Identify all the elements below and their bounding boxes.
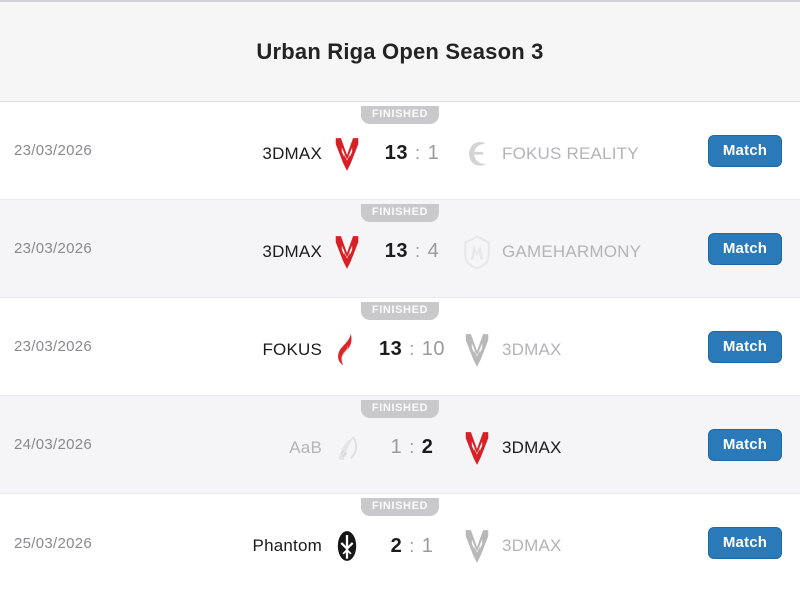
home-team-name: AaB [289, 437, 322, 457]
status-badge: FINISHED [360, 498, 440, 516]
match-date: 23/03/2026 [14, 338, 93, 355]
table-row[interactable]: FINISHED 24/03/2026 AaB 1:2 3DMAX Match [0, 396, 800, 494]
fokus-reality-logo [460, 134, 494, 174]
match-teams-and-score: FOKUS 13:10 3DMAX [164, 324, 690, 370]
table-row[interactable]: FINISHED 23/03/2026 FOKUS 13:10 3DMAX Match [0, 298, 800, 396]
home-team[interactable]: 3DMAX [164, 232, 364, 272]
3dmax-logo [330, 232, 364, 272]
away-team[interactable]: 3DMAX [460, 330, 690, 370]
home-team[interactable]: AaB [164, 428, 364, 468]
away-team[interactable]: FOKUS REALITY [460, 134, 690, 174]
fokus-logo [330, 330, 364, 370]
away-team-name: GAMEHARMONY [502, 241, 642, 261]
table-row[interactable]: FINISHED 23/03/2026 3DMAX 13:1 FOKUS REALITY… [0, 102, 800, 200]
home-team[interactable]: FOKUS [164, 330, 364, 370]
away-team-name: 3DMAX [502, 437, 562, 457]
table-row[interactable]: FINISHED 25/03/2026 Phantom 2:1 3DMAX Match [0, 494, 800, 592]
tournament-header: Urban Riga Open Season 3 [0, 2, 800, 102]
phantom-logo [330, 526, 364, 566]
page-title: Urban Riga Open Season 3 [256, 38, 544, 64]
match-date: 24/03/2026 [14, 436, 93, 453]
match-teams-and-score: 3DMAX 13:1 FOKUS REALITY [164, 128, 690, 174]
away-team[interactable]: 3DMAX [460, 526, 690, 566]
home-score: 13 [384, 142, 409, 164]
score-separator: : [409, 437, 415, 457]
score-separator: : [415, 241, 421, 261]
home-team-name: FOKUS [262, 339, 322, 359]
match-score: 13:4 [364, 240, 460, 263]
match-score: 2:1 [364, 535, 460, 558]
match-teams-and-score: 3DMAX 13:4 GAMEHARMONY [164, 226, 690, 272]
away-team-name: 3DMAX [502, 339, 562, 359]
away-score: 10 [421, 338, 445, 360]
away-score: 4 [427, 240, 440, 262]
match-action-cell: Match [690, 428, 800, 461]
away-team[interactable]: 3DMAX [460, 428, 690, 468]
match-score: 1:2 [364, 436, 460, 459]
home-team-name: 3DMAX [262, 241, 322, 261]
match-date: 23/03/2026 [14, 142, 93, 159]
match-score: 13:10 [364, 338, 460, 361]
score-separator: : [409, 535, 415, 556]
home-team[interactable]: 3DMAX [164, 134, 364, 174]
table-row[interactable]: FINISHED 23/03/2026 3DMAX 13:4 GAMEHARMONY Ma… [0, 200, 800, 298]
home-score: 1 [390, 436, 403, 458]
3dmax-logo [460, 330, 494, 370]
score-separator: : [409, 339, 415, 359]
3dmax-logo [330, 134, 364, 174]
score-separator: : [415, 143, 421, 163]
aab-logo [330, 428, 364, 468]
status-badge: FINISHED [360, 204, 440, 222]
match-date: 25/03/2026 [14, 534, 93, 552]
match-button[interactable]: Match [707, 134, 783, 167]
match-button[interactable]: Match [707, 232, 783, 265]
match-action-cell: Match [690, 330, 800, 363]
home-team-name: Phantom [252, 536, 322, 555]
match-date: 23/03/2026 [14, 240, 93, 257]
home-score: 13 [384, 240, 409, 262]
match-teams-and-score: Phantom 2:1 3DMAX [164, 520, 690, 566]
match-button[interactable]: Match [707, 330, 783, 363]
away-score: 2 [421, 436, 434, 458]
gameharmony-logo [460, 232, 494, 272]
match-teams-and-score: AaB 1:2 3DMAX [164, 422, 690, 468]
match-button[interactable]: Match [707, 527, 783, 559]
status-badge: FINISHED [360, 106, 440, 124]
away-score: 1 [427, 142, 440, 164]
match-list: FINISHED 23/03/2026 3DMAX 13:1 FOKUS REALITY… [0, 102, 800, 592]
away-team-name: FOKUS REALITY [502, 143, 639, 163]
match-action-cell: Match [690, 134, 800, 167]
match-score: 13:1 [364, 142, 460, 165]
home-score: 13 [378, 338, 403, 360]
home-score: 2 [390, 534, 403, 557]
away-team-name: 3DMAX [502, 536, 562, 555]
match-action-cell: Match [690, 232, 800, 265]
home-team-name: 3DMAX [262, 143, 322, 163]
3dmax-logo [460, 526, 494, 566]
3dmax-logo [460, 428, 494, 468]
status-badge: FINISHED [360, 400, 440, 418]
match-action-cell: Match [690, 527, 800, 559]
home-team[interactable]: Phantom [164, 526, 364, 566]
away-team[interactable]: GAMEHARMONY [460, 232, 690, 272]
match-button[interactable]: Match [707, 428, 783, 461]
status-badge: FINISHED [360, 302, 440, 320]
away-score: 1 [421, 534, 434, 557]
